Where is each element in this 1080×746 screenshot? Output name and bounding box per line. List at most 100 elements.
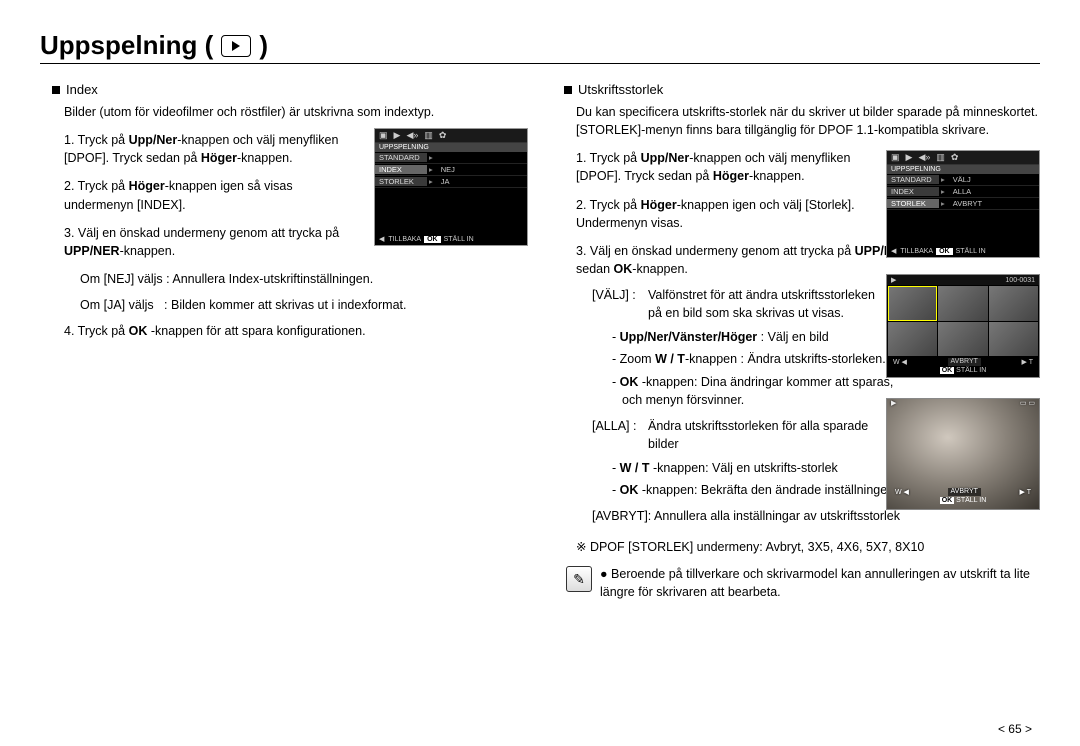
left-steps: 1. Tryck på Upp/Ner-knappen och välj men…	[64, 131, 364, 260]
list-item: 4. Tryck på OK -knappen för att spara ko…	[64, 322, 528, 340]
title-rule	[40, 63, 1040, 64]
dash-item: - Upp/Ner/Vänster/Höger : Välj en bild	[612, 328, 902, 346]
lcd-ok: OK	[936, 248, 953, 255]
thumb-cell	[888, 322, 937, 357]
list-item: 2. Tryck på Höger-knappen igen och välj …	[576, 196, 876, 232]
lcd-row: STORLEK▸JA	[375, 176, 527, 188]
list-item: 3. Välj en önskad undermeny genom att tr…	[64, 224, 364, 260]
lcd-set: STÄLL IN	[956, 248, 986, 255]
title-suffix: )	[259, 30, 268, 61]
ok-label: OK	[940, 367, 955, 374]
left-section-title: Index	[66, 82, 98, 97]
alla-block: [ALLA] : Ändra utskriftsstorleken för al…	[592, 417, 892, 453]
left-section-head: Index	[52, 82, 528, 97]
step-text: Tryck på Höger-knappen igen så visas und…	[64, 179, 293, 211]
alla-label: [ALLA] :	[592, 417, 644, 453]
set-label: STÄLL IN	[956, 497, 986, 504]
valj-block: [VÄLJ] : Valfönstret för att ändra utskr…	[592, 286, 892, 322]
dash-text: Upp/Ner/Vänster/Höger : Välj en bild	[620, 330, 829, 344]
lcd-row-label: STANDARD	[375, 153, 427, 162]
lcd-top-icons: ▣▶◀»▥✿	[887, 151, 1039, 165]
lcd-row-label: STORLEK	[375, 177, 427, 186]
badge-icon: ▭ ▭	[1020, 399, 1035, 409]
note-text: Beroende på tillverkare och skrivarmodel…	[600, 567, 1030, 599]
lcd-row-label: INDEX	[887, 187, 939, 196]
thumb-cell	[989, 322, 1038, 357]
lcd-row: INDEX▸ALLA	[887, 186, 1039, 198]
lcd-row: STANDARD▸VÄLJ	[887, 174, 1039, 186]
avbryt-label: AVBRYT	[948, 488, 981, 496]
right-section-head: Utskriftsstorlek	[564, 82, 1040, 97]
play-icon: ▶	[891, 276, 896, 284]
lcd-title: UPPSPELNING	[375, 143, 527, 152]
play-icon: ▶	[906, 152, 913, 163]
right-lcd: ▣▶◀»▥✿ UPPSPELNING STANDARD▸VÄLJ INDEX▸A…	[886, 150, 1040, 258]
note-icon: ✎	[566, 566, 592, 592]
lcd-back: TILLBAKA	[900, 248, 933, 255]
left-intro: Bilder (utom för videofilmer och röstfil…	[64, 103, 528, 121]
thumbnail-preview: ▶100-0031 W ◀AVBRYT▶ T OK STÄLL IN	[886, 274, 1040, 378]
t-label: T	[1029, 359, 1033, 366]
sound-icon: ◀»	[918, 152, 930, 163]
step-text: Tryck på OK -knappen för att spara konfi…	[78, 324, 366, 338]
lcd-footer: ◀TILLBAKA OK STÄLL IN	[375, 233, 527, 245]
thumb-top: ▶100-0031	[887, 275, 1039, 285]
thumb-cell	[888, 286, 937, 321]
lcd-row: STANDARD▸	[375, 152, 527, 164]
dash-list-1: - Upp/Ner/Vänster/Höger : Välj en bild -…	[612, 328, 902, 409]
gear-icon: ✿	[951, 152, 959, 163]
lcd-row-value: VÄLJ	[947, 175, 1039, 184]
set-label: STÄLL IN	[956, 367, 986, 374]
dash-item: - OK -knappen: Dina ändringar kommer att…	[612, 373, 902, 409]
lcd-row-value: JA	[435, 177, 527, 186]
dash-item: - Zoom W / T-knappen : Ändra utskrifts-s…	[612, 350, 902, 368]
left-column: Index Bilder (utom för videofilmer och r…	[40, 78, 528, 601]
list-item: 1. Tryck på Upp/Ner-knappen och välj men…	[64, 131, 364, 167]
lcd-row-value: ALLA	[947, 187, 1039, 196]
step-text: Tryck på Upp/Ner-knappen och välj menyfl…	[576, 151, 850, 183]
lcd-set: STÄLL IN	[444, 236, 474, 243]
note-body: ● Beroende på tillverkare och skrivarmod…	[600, 566, 1040, 601]
valj-label: [VÄLJ] :	[592, 286, 644, 322]
option-nej: Om [NEJ] väljs : Annullera Index-utskrif…	[80, 270, 528, 288]
step-text: Tryck på Höger-knappen igen och välj [St…	[576, 198, 855, 230]
ok-label: OK	[940, 497, 955, 504]
photo-top: ▶ ▭ ▭	[887, 399, 1039, 409]
playback-icon	[221, 35, 251, 57]
page-number: < 65 >	[998, 722, 1032, 736]
dash-text: W / T -knappen: Välj en utskrifts-storle…	[620, 461, 838, 475]
lcd-row: INDEX▸NEJ	[375, 164, 527, 176]
camera-icon: ▣	[379, 130, 388, 141]
photo-footer: W ◀AVBRYT▶ T OK STÄLL IN	[887, 487, 1039, 509]
bullet-icon	[564, 86, 572, 94]
avbryt-label: AVBRYT	[948, 358, 981, 366]
sub-note: ※ DPOF [STORLEK] undermeny: Avbryt, 3X5,…	[576, 539, 1040, 554]
dash-text: OK -knappen: Bekräfta den ändrade instäl…	[620, 483, 898, 497]
t-label: T	[1027, 489, 1031, 496]
dash-text: OK -knappen: Dina ändringar kommer att s…	[620, 375, 894, 407]
lcd-top-icons: ▣ ▶ ◀» ▥ ✿	[375, 129, 527, 143]
page-title: Uppspelning ( )	[40, 30, 1040, 61]
lcd-row-label: STORLEK	[887, 199, 939, 208]
list-item: 1. Tryck på Upp/Ner-knappen och välj men…	[576, 149, 876, 185]
camera-icon: ▣	[891, 152, 900, 163]
lcd-row: STORLEK▸AVBRYT	[887, 198, 1039, 210]
thumb-footer: W ◀AVBRYT▶ T OK STÄLL IN	[887, 357, 1039, 377]
lcd-row-label: STANDARD	[887, 175, 939, 184]
alla-text: Ändra utskriftsstorleken för alla sparad…	[648, 417, 892, 453]
option-ja: Om [JA] väljs : Bilden kommer att skriva…	[80, 296, 528, 314]
lcd-ok: OK	[424, 236, 441, 243]
lcd-row-value: NEJ	[435, 165, 527, 174]
play-icon: ▶	[891, 399, 896, 409]
title-text: Uppspelning (	[40, 30, 213, 61]
dash-text: Zoom W / T-knappen : Ändra utskrifts-sto…	[620, 352, 886, 366]
w-label: W	[895, 489, 902, 496]
foot-note: ✎ ● Beroende på tillverkare och skrivarm…	[566, 566, 1040, 601]
right-column: Utskriftsstorlek Du kan specificera utsk…	[552, 78, 1040, 601]
left-lcd: ▣ ▶ ◀» ▥ ✿ UPPSPELNING STANDARD▸ INDEX▸N…	[374, 128, 528, 246]
lcd-footer: ◀TILLBAKA OK STÄLL IN	[887, 245, 1039, 257]
bullet-icon	[52, 86, 60, 94]
lcd-title: UPPSPELNING	[887, 165, 1039, 174]
content-columns: Index Bilder (utom för videofilmer och r…	[40, 78, 1040, 601]
right-section-title: Utskriftsstorlek	[578, 82, 663, 97]
